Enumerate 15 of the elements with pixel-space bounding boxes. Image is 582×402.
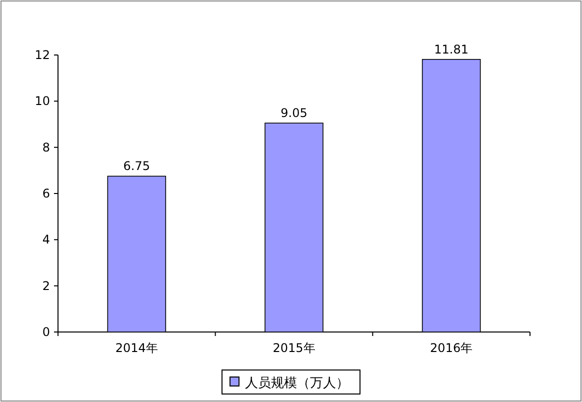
data-label: 6.75	[123, 159, 150, 174]
y-tick-label: 6	[42, 186, 50, 200]
legend-label: 人员规模（万人）	[245, 376, 349, 391]
x-tick-label: 2015年	[272, 341, 316, 355]
y-tick-label: 10	[34, 94, 50, 108]
y-tick-label: 8	[42, 140, 50, 154]
y-tick-label: 12	[34, 48, 50, 62]
data-label: 11.81	[434, 42, 469, 56]
y-tick-label: 2	[42, 278, 50, 293]
x-tick-label: 2014年	[115, 341, 158, 355]
data-label: 9.05	[280, 106, 308, 120]
legend: 人员规模（万人）	[222, 370, 360, 394]
y-tick-label: 4	[42, 232, 50, 247]
y-tick-label: 0	[42, 325, 50, 339]
x-tick-label: 2016年	[430, 341, 473, 355]
